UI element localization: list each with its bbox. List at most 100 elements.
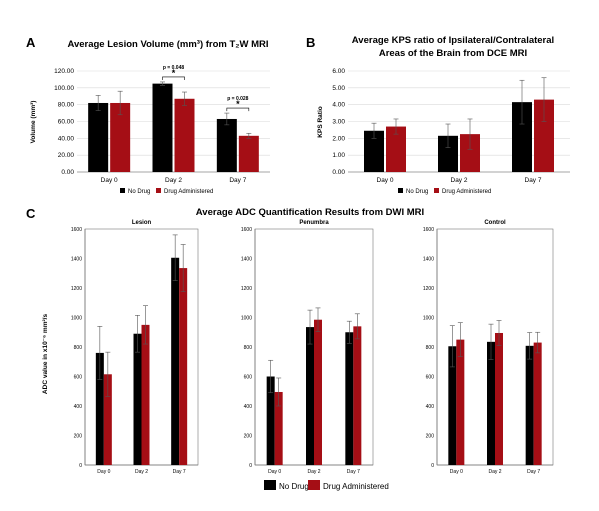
y-tick-label: 1000	[423, 316, 434, 322]
bar-no-drug-day-7	[345, 332, 354, 465]
y-tick-label: 0.00	[332, 169, 345, 176]
y-tick-label: 2.00	[332, 135, 345, 142]
y-tick-label: 1600	[241, 227, 252, 233]
x-tick-label: Day 7	[347, 469, 360, 475]
y-tick-label: 1400	[71, 257, 82, 263]
legend-swatch-no-drug	[398, 188, 403, 193]
legend-swatch-drug	[308, 480, 320, 490]
y-tick-label: 1200	[423, 286, 434, 292]
bar-drug-day-0	[456, 339, 465, 465]
bar-drug-day-7	[238, 135, 259, 172]
y-tick-label: 0	[249, 463, 252, 469]
bar-no-drug-day-7	[171, 257, 180, 465]
panel-letter-a: A	[26, 35, 36, 50]
bar-no-drug-day-2	[133, 333, 142, 465]
bar-drug-day-0	[103, 374, 112, 465]
y-tick-label: 5.00	[332, 85, 345, 92]
y-tick-label: 6.00	[332, 68, 345, 75]
significance-star: *	[236, 99, 240, 109]
y-tick-label: 40.00	[58, 135, 75, 142]
bar-no-drug-day-7	[216, 118, 237, 172]
p-value-label: p = 0.048	[163, 65, 184, 71]
panel-letter-b: B	[306, 35, 315, 50]
panel-a-chart: 0.00 20.00 40.00 60.00 80.00 100.00 120.00 Day …	[54, 65, 270, 184]
y-tick-label: 1600	[71, 227, 82, 233]
subplot-title: Control	[484, 220, 506, 226]
y-tick-label: 80.00	[58, 102, 75, 109]
y-tick-label: 120.00	[54, 68, 74, 75]
bar-drug-day-7	[179, 268, 188, 465]
x-tick-label: Day 0	[268, 469, 281, 475]
y-tick-label: 800	[74, 345, 83, 351]
y-tick-label: 0	[431, 463, 434, 469]
y-tick-label: 1000	[241, 316, 252, 322]
x-tick-label: Day 2	[488, 469, 501, 475]
panel-a-title: Average Lesion Volume (mm³) from T₂W MRI	[67, 39, 268, 50]
significance-bracket	[226, 107, 250, 112]
legend-label-drug: Drug Administered	[323, 482, 389, 491]
subplot-penumbra: Penumbra 0 200 400 600 800 1000 1200 1400 1600 Day…	[241, 220, 374, 475]
bar-no-drug-day-0	[364, 130, 384, 172]
y-tick-label: 600	[74, 375, 83, 381]
bar-no-drug-day-2	[152, 83, 173, 172]
y-tick-label: 20.00	[58, 152, 75, 159]
y-tick-label: 200	[244, 434, 253, 440]
legend-swatch-no-drug	[264, 480, 276, 490]
y-tick-label: 1000	[71, 316, 82, 322]
x-tick-label: Day 7	[173, 469, 186, 475]
bar-drug-day-0	[386, 126, 406, 172]
y-tick-label: 1200	[71, 286, 82, 292]
subplot-title: Lesion	[132, 220, 152, 226]
bar-drug-day-2	[495, 332, 503, 465]
x-tick-label: Day 2	[165, 177, 182, 184]
legend-swatch-no-drug	[120, 188, 125, 193]
y-tick-label: 200	[426, 434, 435, 440]
legend-label-no-drug: No Drug	[406, 189, 428, 195]
x-tick-label: Day 2	[307, 469, 320, 475]
x-tick-label: Day 0	[377, 177, 394, 184]
legend-label-drug: Drug Administered	[164, 189, 213, 195]
y-tick-label: 400	[426, 404, 435, 410]
legend-label-no-drug: No Drug	[128, 189, 150, 195]
x-tick-label: Day 7	[525, 177, 542, 184]
panel-b-ylabel: KPS Ratio	[317, 106, 324, 137]
panel-b-title-line-1: Average KPS ratio of Ipsilateral/Contral…	[352, 35, 554, 46]
panel-b-title-line-2: Areas of the Brain from DCE MRI	[379, 48, 527, 59]
legend-swatch-drug	[156, 188, 161, 193]
y-tick-label: 1600	[423, 227, 434, 233]
bar-drug-day-0	[274, 391, 283, 465]
x-tick-label: Day 7	[527, 469, 540, 475]
y-tick-label: 4.00	[332, 102, 345, 109]
bar-drug-day-2	[460, 134, 480, 172]
bar-drug-day-0	[110, 102, 131, 172]
x-tick-label: Day 0	[101, 177, 118, 184]
y-tick-label: 600	[244, 375, 253, 381]
panel-a-legend: No Drug Drug Administered	[120, 188, 213, 195]
legend-label-no-drug: No Drug	[279, 482, 309, 491]
y-tick-label: 1.00	[332, 152, 345, 159]
bar-drug-day-7	[353, 326, 362, 465]
y-tick-label: 60.00	[58, 119, 75, 126]
significance-bracket	[162, 76, 185, 80]
y-tick-label: 200	[74, 434, 83, 440]
legend-swatch-drug	[434, 188, 439, 193]
panel-a-ylabel: Volume (mm³)	[30, 101, 37, 144]
y-tick-label: 800	[244, 345, 253, 351]
y-tick-label: 1200	[241, 286, 252, 292]
bar-no-drug-day-2	[438, 135, 458, 172]
bar-no-drug-day-0	[95, 352, 104, 465]
panel-c-title: Average ADC Quantification Results from …	[196, 207, 424, 218]
x-tick-label: Day 0	[450, 469, 463, 475]
x-tick-label: Day 2	[135, 469, 148, 475]
y-tick-label: 0.00	[61, 169, 74, 176]
y-tick-label: 1400	[241, 257, 252, 263]
subplot-control: Control 0 200 400 600 800 1000 1200 1400 1600 Day …	[423, 220, 554, 475]
bar-no-drug-day-0	[448, 346, 457, 465]
y-tick-label: 1400	[423, 257, 434, 263]
panel-letter-c: C	[26, 206, 36, 221]
y-tick-label: 0	[79, 463, 82, 469]
significance-star: *	[172, 68, 176, 78]
legend-label-drug: Drug Administered	[442, 189, 491, 195]
bar-no-drug-day-7	[525, 345, 534, 465]
